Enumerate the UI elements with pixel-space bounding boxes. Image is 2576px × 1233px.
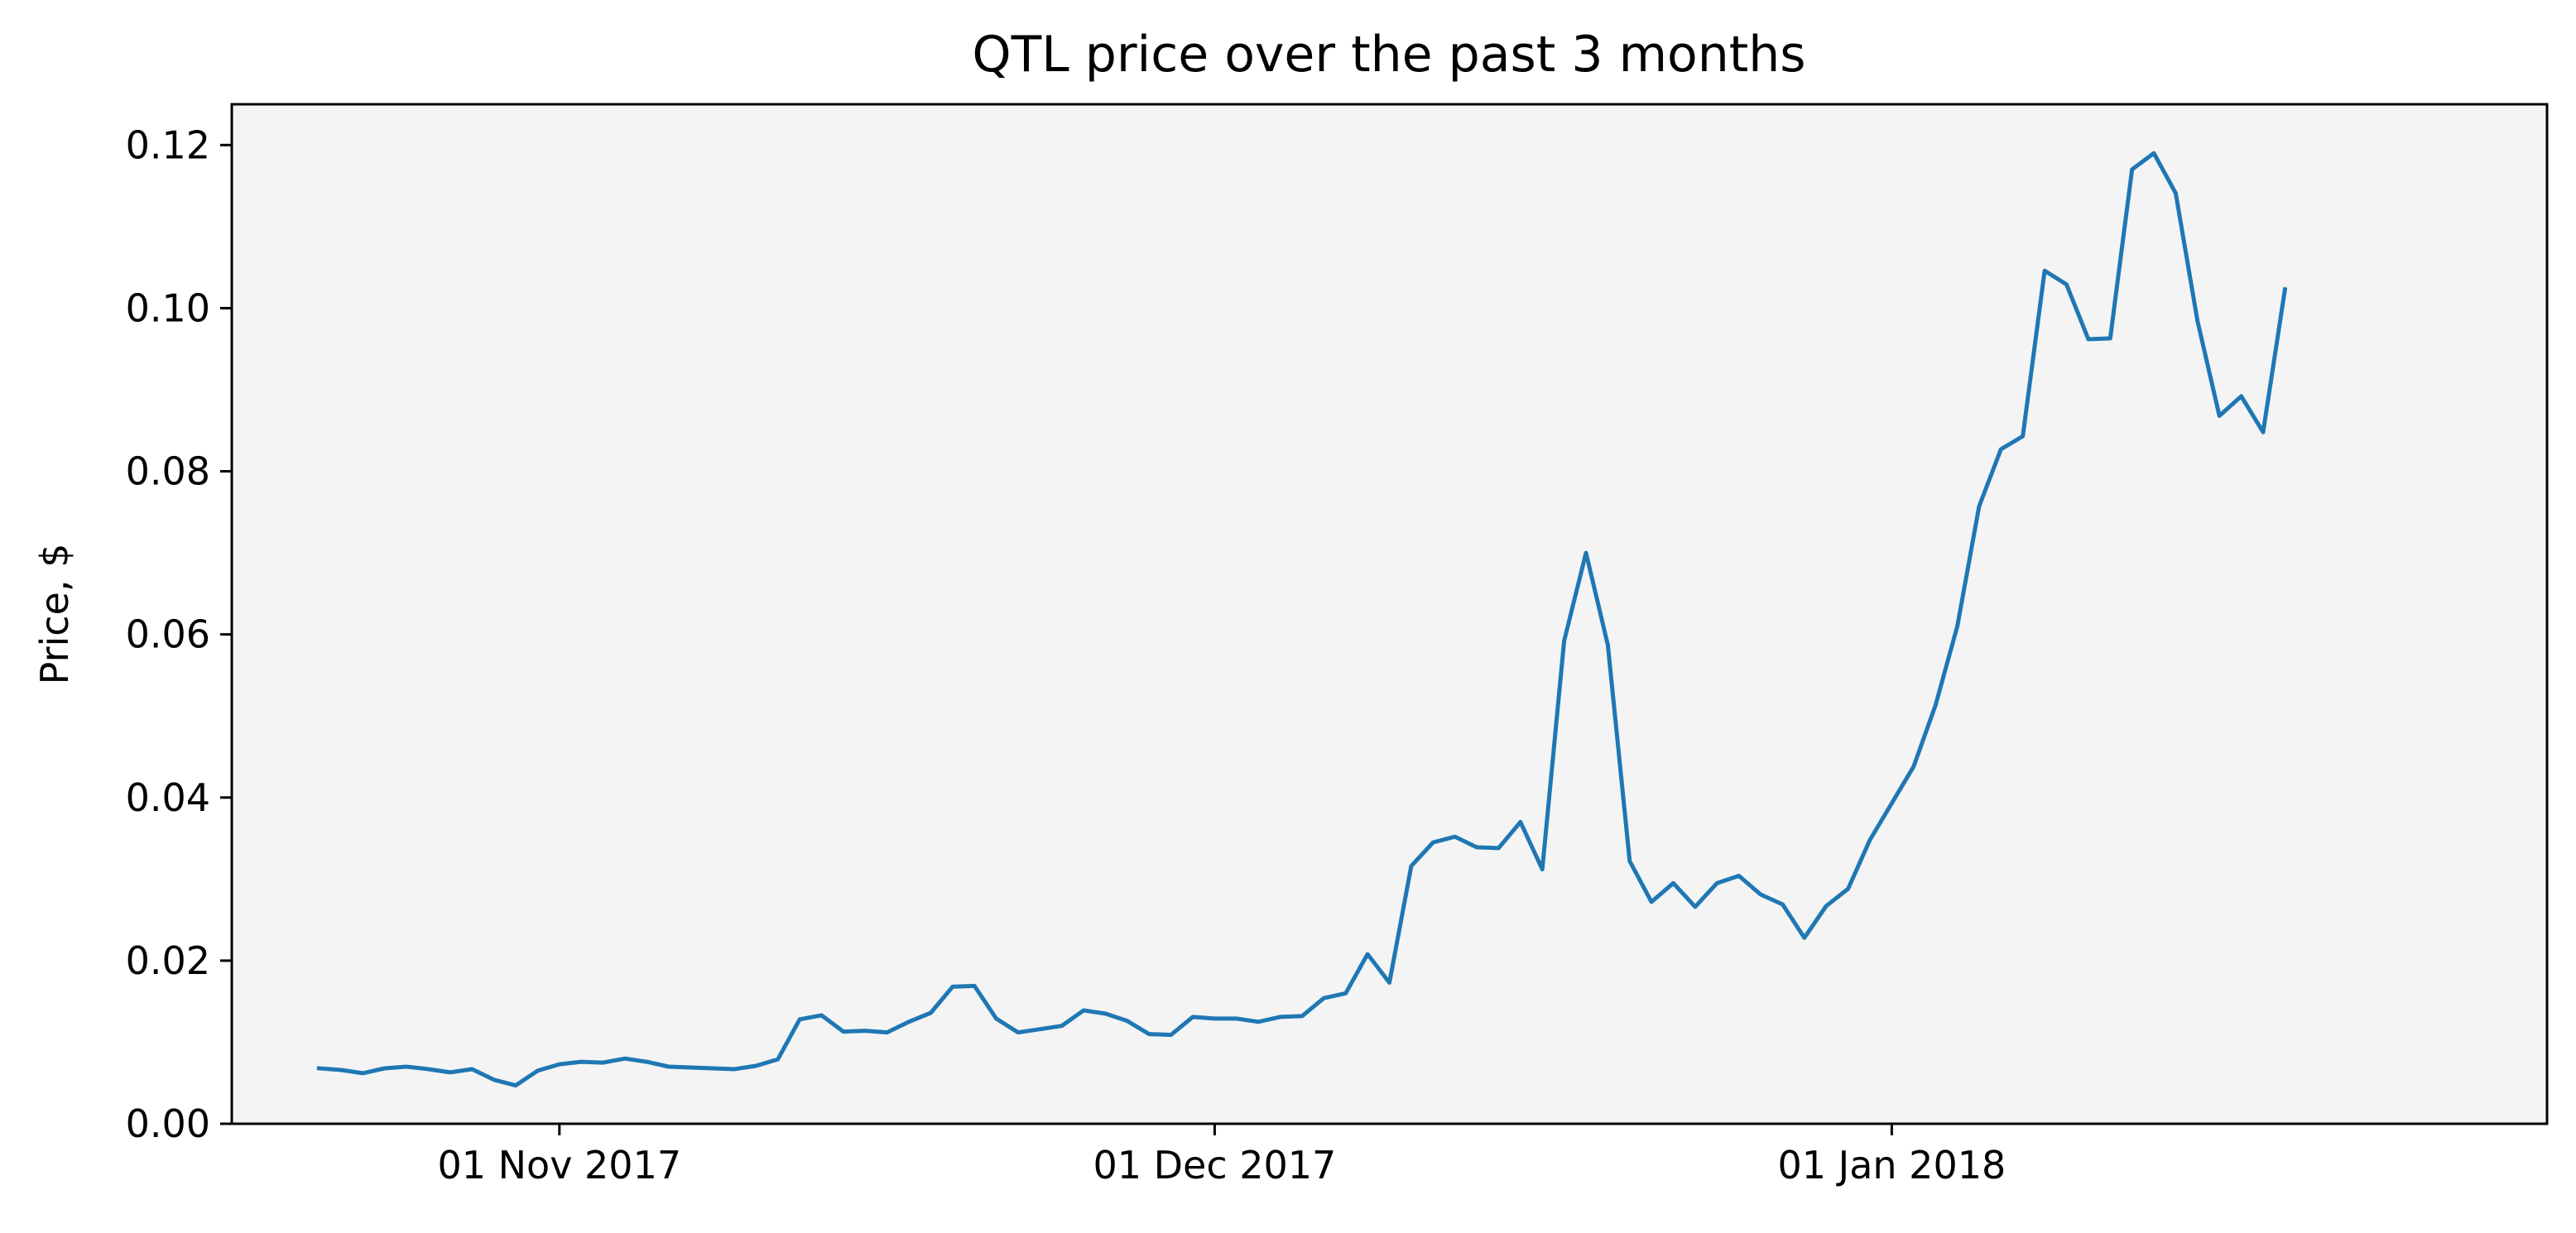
plot-area-frame <box>230 103 2549 1125</box>
x-axis-ticks: 01 Nov 2017 01 Dec 2017 01 Jan 2018 <box>437 1124 2006 1187</box>
y-axis-label: Price, $ <box>32 544 77 685</box>
x-tick-label: 01 Jan 2018 <box>1778 1143 2006 1187</box>
y-tick-label: 0.08 <box>126 449 210 494</box>
y-tick-label: 0.02 <box>126 938 210 983</box>
x-tick-label: 01 Nov 2017 <box>437 1143 681 1187</box>
y-axis-ticks: 0.00 0.02 0.04 0.06 0.08 0.10 0.12 <box>126 122 232 1146</box>
y-tick-label: 0.06 <box>126 612 210 657</box>
y-tick-label: 0.04 <box>126 775 210 820</box>
series-layer <box>316 151 2288 1088</box>
price-series-line <box>316 151 2288 1088</box>
chart-title: QTL price over the past 3 months <box>972 26 1805 84</box>
plot-area-background <box>232 104 2547 1124</box>
y-tick-label: 0.12 <box>126 122 210 167</box>
y-tick-label: 0.10 <box>126 285 210 330</box>
x-tick-label: 01 Dec 2017 <box>1093 1143 1336 1187</box>
y-tick-label: 0.00 <box>126 1101 210 1146</box>
